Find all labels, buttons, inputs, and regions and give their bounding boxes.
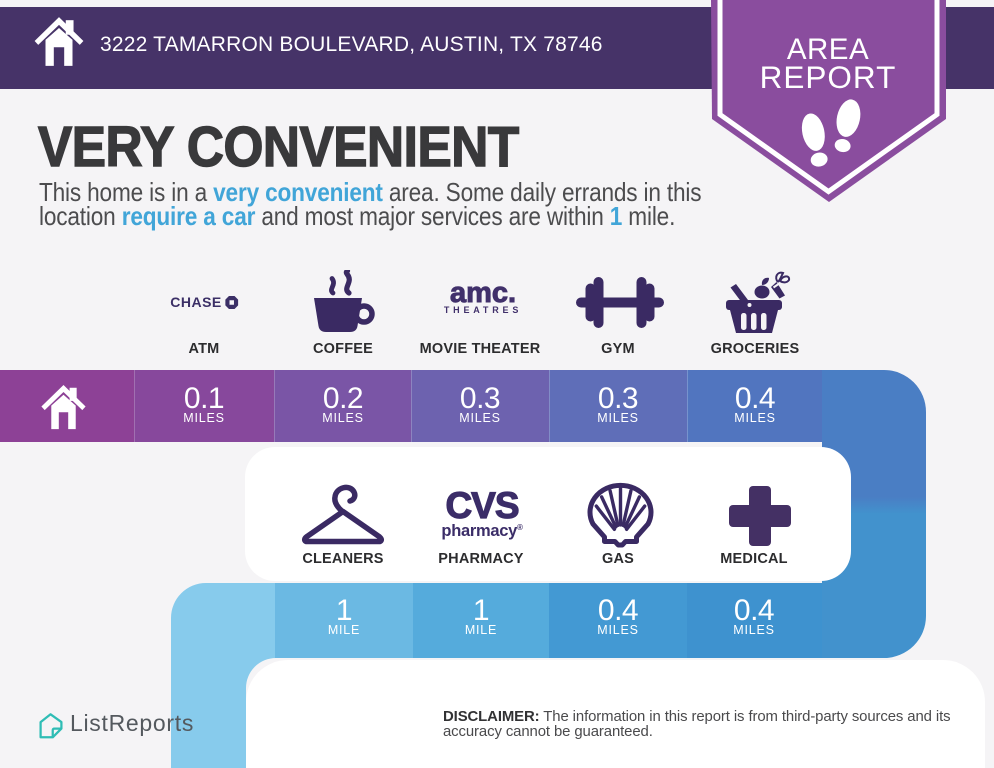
svg-text:AREA: AREA	[787, 33, 869, 66]
svg-text:REPORT: REPORT	[760, 59, 897, 95]
